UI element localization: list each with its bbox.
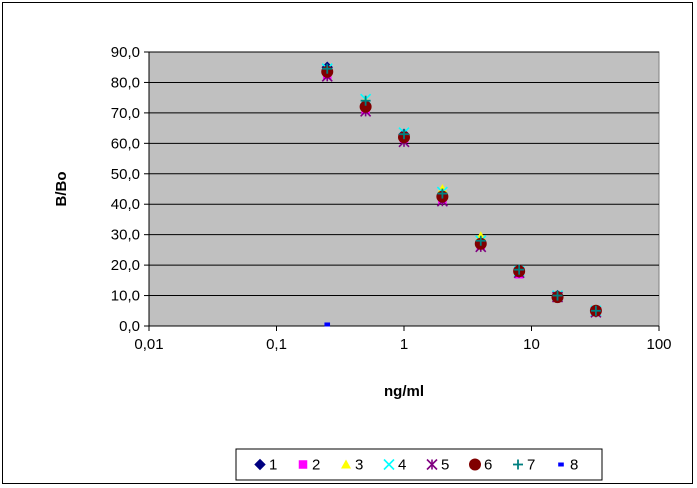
- tick-labels: 0,010,020,030,040,050,060,070,080,090,00…: [111, 44, 672, 353]
- legend-marker-8: [558, 462, 564, 467]
- data-point-series-7: [322, 63, 333, 74]
- data-points: [321, 61, 602, 327]
- legend-marker-3: [341, 459, 351, 469]
- y-tick-label: 0,0: [119, 318, 140, 335]
- data-point-series-7: [399, 129, 409, 140]
- legend-label: 4: [398, 457, 406, 474]
- legend-marker-4: [383, 458, 395, 471]
- x-tick-label: 100: [646, 336, 671, 353]
- x-tick-label: 10: [523, 336, 540, 353]
- data-point-series-6: [359, 100, 372, 113]
- legend-label: 8: [570, 457, 578, 474]
- legend-box: [235, 448, 603, 481]
- data-point-series-8: [324, 322, 331, 327]
- y-tick-label: 60,0: [111, 135, 140, 152]
- plot-area: [148, 51, 660, 327]
- legend-marker-6: [469, 458, 481, 471]
- y-tick-label: 30,0: [111, 227, 140, 244]
- legend-marker-5: [426, 458, 438, 471]
- y-tick-label: 70,0: [111, 105, 140, 122]
- x-tick-label: 0,1: [266, 336, 287, 353]
- legend-label: 6: [484, 457, 492, 474]
- legend-label: 5: [441, 457, 449, 474]
- y-tick-label: 50,0: [111, 166, 140, 183]
- legend: 1 2 3 4 5 6 7 8: [235, 448, 603, 481]
- data-point-series-7: [514, 264, 525, 275]
- data-point-series-7: [475, 235, 486, 246]
- x-tick-label: 1: [400, 336, 408, 353]
- legend-marker-1: [254, 458, 266, 471]
- y-tick-label: 90,0: [111, 44, 140, 61]
- legend-label: 7: [527, 457, 535, 474]
- y-tick-label: 40,0: [111, 196, 140, 213]
- y-tick-label: 10,0: [111, 288, 140, 305]
- y-tick-label: 80,0: [111, 74, 140, 91]
- data-point-series-7: [552, 290, 563, 301]
- data-point-series-7: [360, 95, 371, 106]
- x-tick-label: 0,01: [134, 336, 163, 353]
- legend-marker-7: [513, 459, 523, 470]
- data-point-series-3: [437, 184, 448, 193]
- legend-label: 1: [269, 457, 277, 474]
- y-tick-label: 20,0: [111, 257, 140, 274]
- axes: [144, 51, 660, 331]
- legend-label: 2: [312, 457, 320, 474]
- y-axis-title: B/Bo: [53, 172, 70, 207]
- data-point-series-7: [437, 188, 448, 199]
- data-point-series-7: [590, 305, 601, 316]
- legend-marker-2: [298, 460, 308, 469]
- legend-label: 3: [355, 457, 363, 474]
- x-axis-title: ng/ml: [384, 383, 424, 400]
